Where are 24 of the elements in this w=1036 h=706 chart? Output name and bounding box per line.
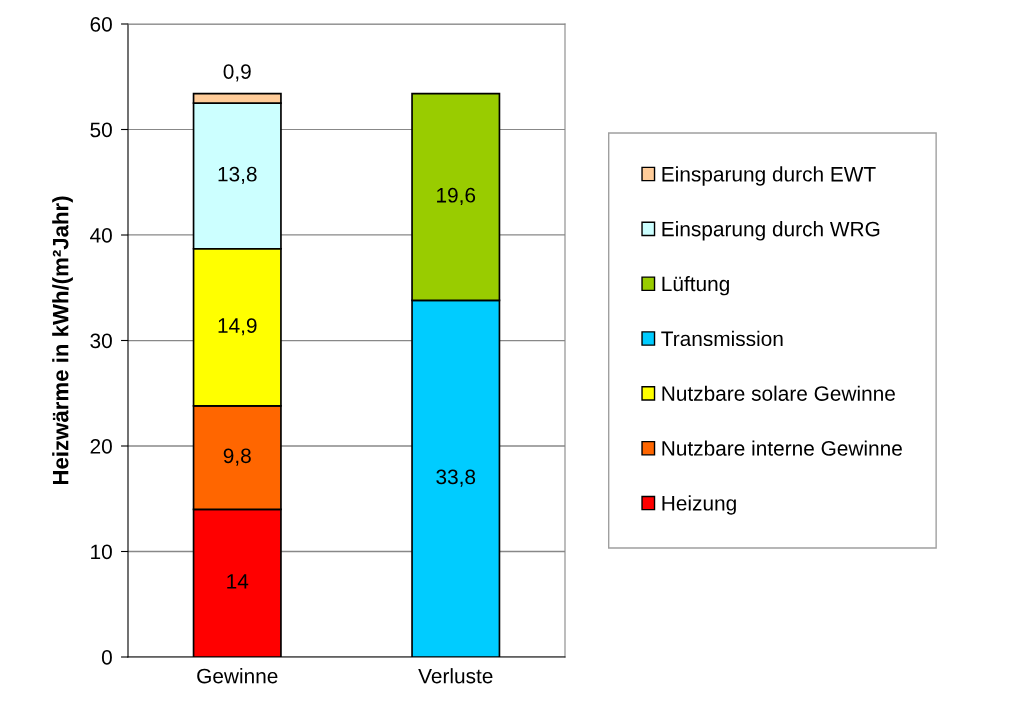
y-tick-label: 20 <box>90 439 112 454</box>
y-axis-title: Heizwärme in kWh/(m²Jahr) <box>52 196 73 485</box>
data-label: 14,9 <box>218 318 257 336</box>
y-tick-label: 30 <box>90 333 112 349</box>
legend-label: Transmission <box>661 330 783 347</box>
y-tick-label: 10 <box>91 544 112 560</box>
legend-label: Nutzbare interne Gewinne <box>662 440 902 456</box>
y-tick-label: 60 <box>90 17 112 32</box>
data-label: 33,8 <box>436 469 476 487</box>
data-label: 14 <box>227 574 249 589</box>
legend-label: Lüftung <box>662 275 729 296</box>
legend-label: Heizung <box>662 495 736 515</box>
data-label: 13,8 <box>218 166 257 184</box>
y-tick-label: 50 <box>90 122 112 138</box>
x-tick-label: Verluste <box>418 668 493 684</box>
legend-label: Einsparung durch EWT <box>662 166 876 186</box>
y-tick-label: 40 <box>90 228 112 243</box>
data-label: 0,9 <box>223 64 251 82</box>
data-label: 19,6 <box>437 187 476 206</box>
legend-label: Nutzbare solare Gewinne <box>662 385 895 401</box>
y-tick-label: 0 <box>101 650 112 665</box>
data-label: 9,8 <box>223 448 251 466</box>
legend-label: Einsparung durch WRG <box>662 221 880 241</box>
x-tick-label: Gewinne <box>197 668 278 684</box>
